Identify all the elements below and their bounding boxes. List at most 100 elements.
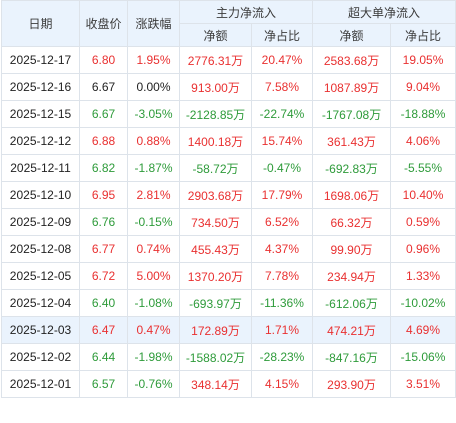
cell-close: 6.67 xyxy=(79,73,128,101)
cell-close: 6.82 xyxy=(79,154,128,182)
cell-change: 0.00% xyxy=(127,73,180,101)
cell-main-net: -2128.85万 xyxy=(179,100,252,128)
cell-super-ratio: -15.06% xyxy=(390,343,456,371)
cell-main-net: 348.14万 xyxy=(179,370,252,398)
table-row[interactable]: 2025-12-08 6.77 0.74% 455.43万 4.37% 99.90万 0.9… xyxy=(1,235,456,263)
cell-super-ratio: -18.88% xyxy=(390,100,456,128)
cell-main-net: -693.97万 xyxy=(179,289,252,317)
cell-main-ratio: 6.52% xyxy=(250,208,314,236)
cell-date: 2025-12-16 xyxy=(1,73,80,101)
cell-super-ratio: 9.04% xyxy=(390,73,456,101)
cell-date: 2025-12-11 xyxy=(1,154,80,182)
cell-main-net: 913.00万 xyxy=(179,73,252,101)
cell-super-ratio: -5.55% xyxy=(390,154,456,182)
cell-close: 6.72 xyxy=(79,262,128,290)
cell-main-ratio: 20.47% xyxy=(250,46,314,74)
cell-main-ratio: 4.37% xyxy=(250,235,314,263)
header-super-net-amount: 净额 xyxy=(312,23,392,47)
cell-super-ratio: 10.40% xyxy=(390,181,456,209)
cell-change: -1.08% xyxy=(127,289,180,317)
cell-super-ratio: 4.06% xyxy=(390,127,456,155)
cell-close: 6.44 xyxy=(79,343,128,371)
cell-main-net: -1588.02万 xyxy=(179,343,252,371)
cell-date: 2025-12-15 xyxy=(1,100,80,128)
table-body: 2025-12-17 6.80 1.95% 2776.31万 20.47% 2583.68… xyxy=(1,46,456,398)
cell-date: 2025-12-10 xyxy=(1,181,80,209)
cell-close: 6.67 xyxy=(79,100,128,128)
cell-close: 6.47 xyxy=(79,316,128,344)
cell-super-ratio: -10.02% xyxy=(390,289,456,317)
header-main-net-amount: 净额 xyxy=(179,23,252,47)
header-super-inflow: 超大单净流入 xyxy=(312,0,456,24)
cell-change: 1.95% xyxy=(127,46,180,74)
table-row[interactable]: 2025-12-02 6.44 -1.98% -1588.02万 -28.23% -847… xyxy=(1,343,456,371)
cell-main-ratio: 15.74% xyxy=(250,127,314,155)
cell-super-net: 1698.06万 xyxy=(312,181,392,209)
cell-change: -1.98% xyxy=(127,343,180,371)
cell-main-net: 1400.18万 xyxy=(179,127,252,155)
cell-super-net: -1767.08万 xyxy=(312,100,392,128)
cell-date: 2025-12-17 xyxy=(1,46,80,74)
table-row[interactable]: 2025-12-10 6.95 2.81% 2903.68万 17.79% 1698.06… xyxy=(1,181,456,209)
table-row[interactable]: 2025-12-01 6.57 -0.76% 348.14万 4.15% 293.90万 3… xyxy=(1,370,456,398)
cell-super-ratio: 1.33% xyxy=(390,262,456,290)
cell-date: 2025-12-03 xyxy=(1,316,80,344)
header-change: 涨跌幅 xyxy=(127,0,180,47)
header-main-net-ratio: 净占比 xyxy=(250,23,314,47)
cell-change: -3.05% xyxy=(127,100,180,128)
cell-super-ratio: 19.05% xyxy=(390,46,456,74)
cell-main-ratio: -28.23% xyxy=(250,343,314,371)
cell-super-ratio: 0.59% xyxy=(390,208,456,236)
cell-main-ratio: 1.71% xyxy=(250,316,314,344)
cell-super-ratio: 0.96% xyxy=(390,235,456,263)
cell-date: 2025-12-09 xyxy=(1,208,80,236)
cell-change: -1.87% xyxy=(127,154,180,182)
header-super-net-ratio: 净占比 xyxy=(390,23,456,47)
header-date: 日期 xyxy=(1,0,80,47)
cell-change: 0.47% xyxy=(127,316,180,344)
table-row[interactable]: 2025-12-11 6.82 -1.87% -58.72万 -0.47% -692.83… xyxy=(1,154,456,182)
cell-super-net: 99.90万 xyxy=(312,235,392,263)
cell-super-net: 293.90万 xyxy=(312,370,392,398)
cell-main-ratio: 17.79% xyxy=(250,181,314,209)
cell-close: 6.40 xyxy=(79,289,128,317)
cell-main-net: 1370.20万 xyxy=(179,262,252,290)
cell-main-net: 172.89万 xyxy=(179,316,252,344)
table-row[interactable]: 2025-12-16 6.67 0.00% 913.00万 7.58% 1087.89万 9… xyxy=(1,73,456,101)
cell-close: 6.77 xyxy=(79,235,128,263)
cell-date: 2025-12-05 xyxy=(1,262,80,290)
fund-flow-table: 日期 收盘价 涨跌幅 主力净流入 超大单净流入 净额 净占比 净额 净占比 20… xyxy=(1,0,456,398)
cell-date: 2025-12-01 xyxy=(1,370,80,398)
cell-super-net: 66.32万 xyxy=(312,208,392,236)
cell-super-net: 361.43万 xyxy=(312,127,392,155)
cell-super-net: 1087.89万 xyxy=(312,73,392,101)
cell-super-net: 474.21万 xyxy=(312,316,392,344)
table-row[interactable]: 2025-12-15 6.67 -3.05% -2128.85万 -22.74% -176… xyxy=(1,100,456,128)
cell-super-net: -847.16万 xyxy=(312,343,392,371)
table-row[interactable]: 2025-12-17 6.80 1.95% 2776.31万 20.47% 2583.68… xyxy=(1,46,456,74)
header-main-inflow: 主力净流入 xyxy=(178,0,314,24)
cell-main-ratio: -11.36% xyxy=(250,289,314,317)
cell-main-ratio: -0.47% xyxy=(250,154,314,182)
cell-main-ratio: 7.78% xyxy=(250,262,314,290)
table-row[interactable]: 2025-12-09 6.76 -0.15% 734.50万 6.52% 66.32万 0.… xyxy=(1,208,456,236)
cell-date: 2025-12-08 xyxy=(1,235,80,263)
cell-close: 6.95 xyxy=(79,181,128,209)
cell-close: 6.88 xyxy=(79,127,128,155)
cell-main-net: 734.50万 xyxy=(179,208,252,236)
cell-super-net: 2583.68万 xyxy=(312,46,392,74)
cell-super-net: -612.06万 xyxy=(312,289,392,317)
table-row[interactable]: 2025-12-03 6.47 0.47% 172.89万 1.71% 474.21万 4.… xyxy=(1,316,456,344)
cell-change: 5.00% xyxy=(127,262,180,290)
cell-date: 2025-12-02 xyxy=(1,343,80,371)
table-row[interactable]: 2025-12-12 6.88 0.88% 1400.18万 15.74% 361.43万… xyxy=(1,127,456,155)
cell-change: 2.81% xyxy=(127,181,180,209)
cell-close: 6.76 xyxy=(79,208,128,236)
cell-main-ratio: 7.58% xyxy=(250,73,314,101)
cell-super-net: 234.94万 xyxy=(312,262,392,290)
cell-change: -0.15% xyxy=(127,208,180,236)
table-row[interactable]: 2025-12-05 6.72 5.00% 1370.20万 7.78% 234.94万 1… xyxy=(1,262,456,290)
table-row[interactable]: 2025-12-04 6.40 -1.08% -693.97万 -11.36% -612.… xyxy=(1,289,456,317)
cell-main-ratio: -22.74% xyxy=(250,100,314,128)
cell-main-net: -58.72万 xyxy=(179,154,252,182)
